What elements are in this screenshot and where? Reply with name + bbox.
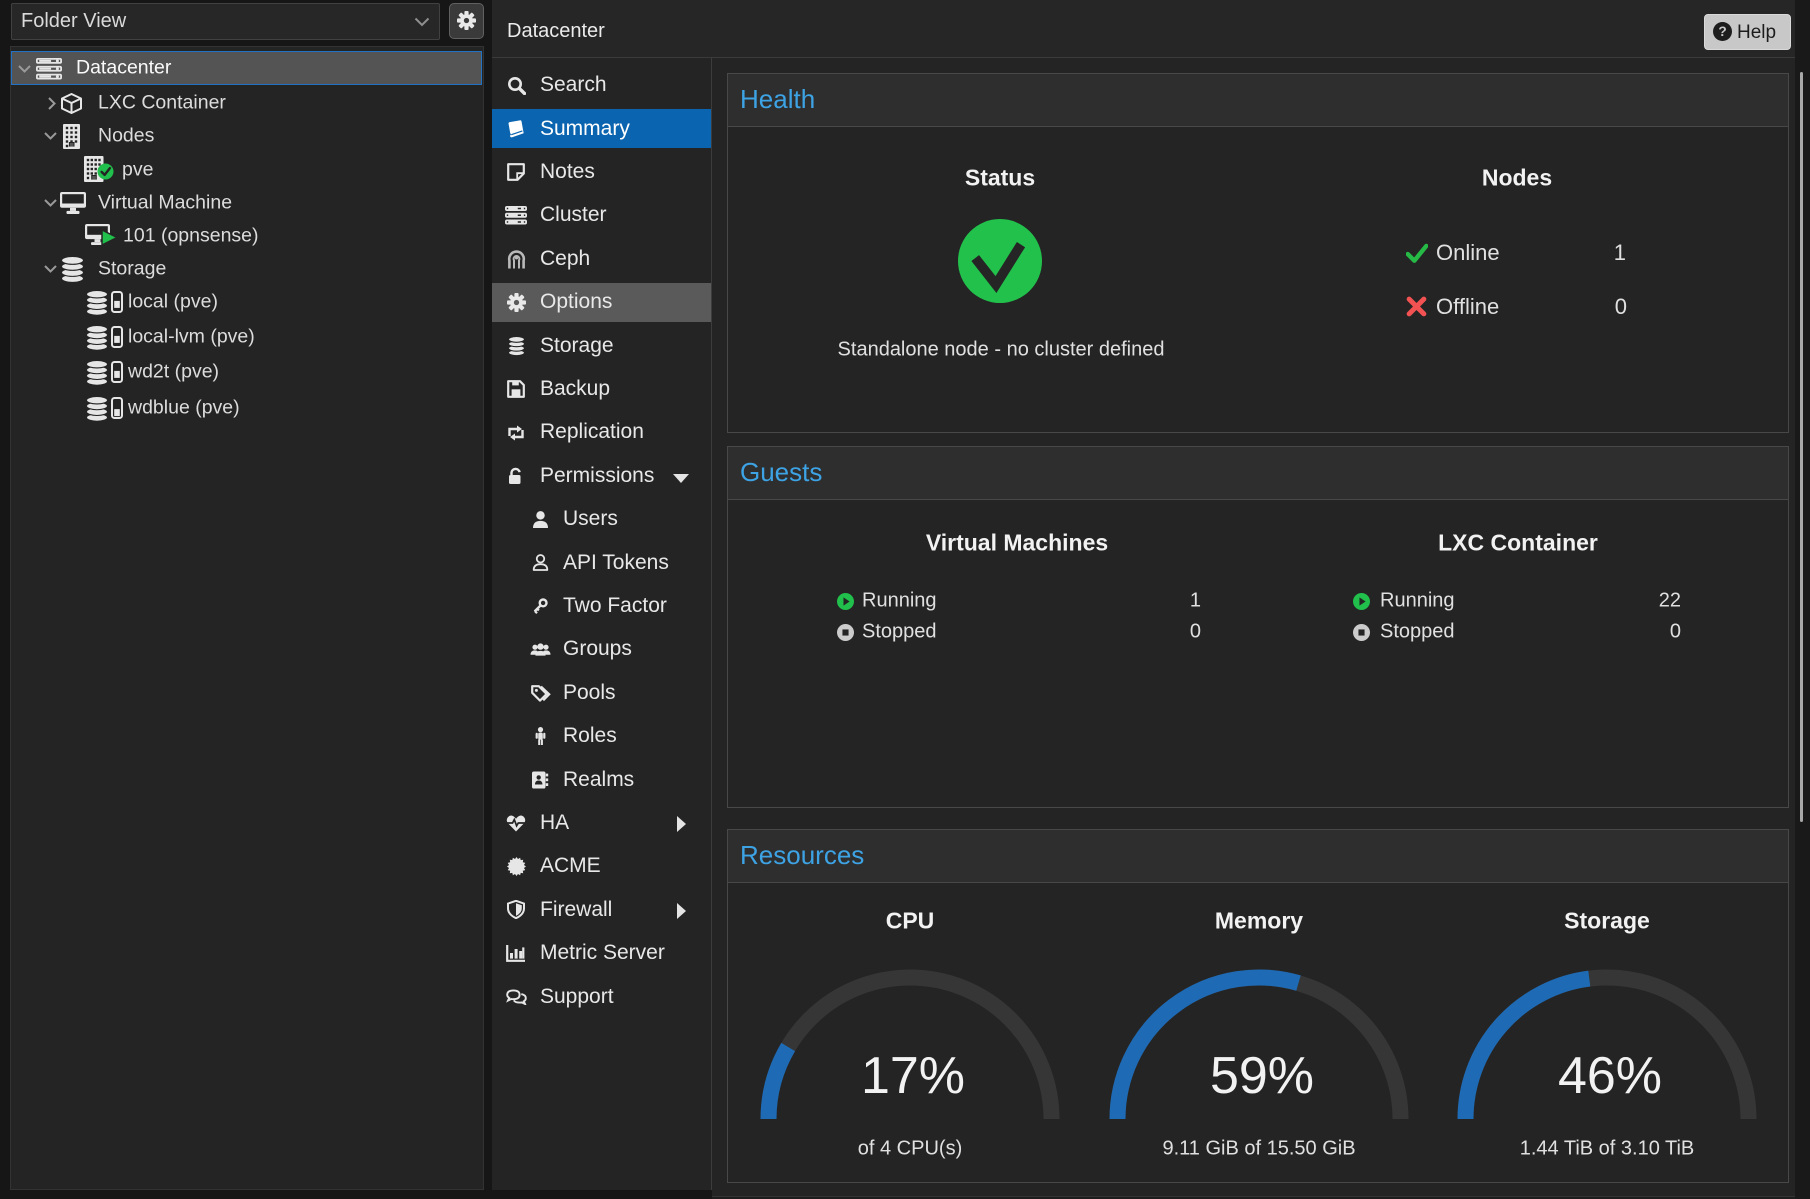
svg-text:?: ? [1718,24,1726,39]
